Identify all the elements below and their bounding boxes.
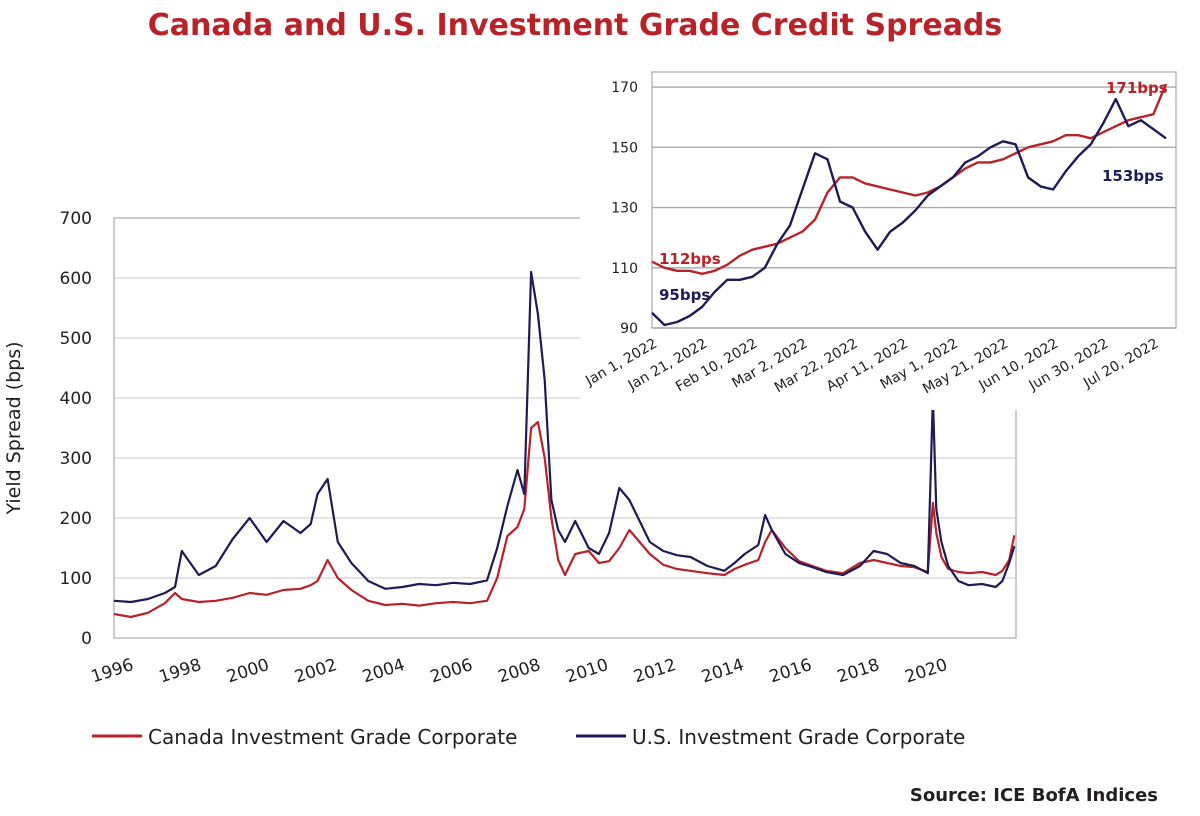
inset-y-tick-label: 90 [620,321,638,337]
main-y-tick-labels: 0 100 200 300 400 500 600 700 [60,209,92,649]
main-x-tick-label: 2016 [767,655,814,687]
main-x-tick-label: 2008 [496,655,543,687]
main-x-tick-label: 1998 [157,655,204,687]
main-x-tick-label: 2000 [224,655,271,687]
main-y-tick-label: 600 [60,269,92,289]
main-x-tick-label: 2018 [835,655,882,687]
annotation-canada-start: 112bps [659,250,721,268]
main-x-tick-labels: 1996 1998 2000 2002 2004 2006 2008 2010 2012 2014… [89,655,950,687]
annotation-us-start: 95bps [659,286,710,304]
main-x-tick-label: 2002 [292,655,339,687]
main-y-tick-label: 100 [60,569,92,589]
main-y-tick-label: 200 [60,509,92,529]
inset-y-tick-label: 110 [611,261,638,277]
main-y-tick-label: 500 [60,329,92,349]
main-x-tick-label: 2020 [903,655,950,687]
main-y-tick-label: 400 [60,389,92,409]
chart-title: Canada and U.S. Investment Grade Credit … [147,8,1003,43]
inset-y-tick-labels: 90 110 130 150 170 [611,80,638,337]
us-series-line [113,270,1016,604]
main-x-tick-label: 1996 [89,655,136,687]
inset-canada-line [651,83,1168,275]
inset-y-tick-label: 170 [611,80,638,96]
main-x-tick-label: 2010 [564,655,611,687]
main-series-lines [113,270,1016,619]
inset-us-line [651,97,1167,327]
main-y-tick-label: 300 [60,449,92,469]
main-y-tick-label: 0 [81,629,92,649]
y-axis-label: Yield Spread (bps) [3,341,25,515]
canada-series-line [113,420,1016,619]
legend-label-canada: Canada Investment Grade Corporate [148,725,517,749]
main-x-tick-label: 2012 [631,655,678,687]
legend-label-us: U.S. Investment Grade Corporate [632,725,965,749]
source-note: Source: ICE BofA Indices [909,785,1158,806]
inset-y-tick-label: 130 [611,201,638,217]
main-y-tick-label: 700 [60,209,92,229]
inset-plot-frame [651,71,1177,329]
inset-series-lines [651,83,1168,327]
main-x-tick-label: 2004 [360,655,407,687]
main-x-tick-label: 2014 [699,655,746,687]
legend: Canada Investment Grade Corporate U.S. I… [92,725,965,749]
inset-background [580,60,1190,410]
main-x-tick-label: 2006 [428,655,475,687]
inset-y-tick-label: 150 [611,140,638,156]
main-plot-frame [113,217,1017,639]
annotation-us-end: 153bps [1102,167,1164,185]
annotation-canada-end: 171bps [1106,79,1168,97]
